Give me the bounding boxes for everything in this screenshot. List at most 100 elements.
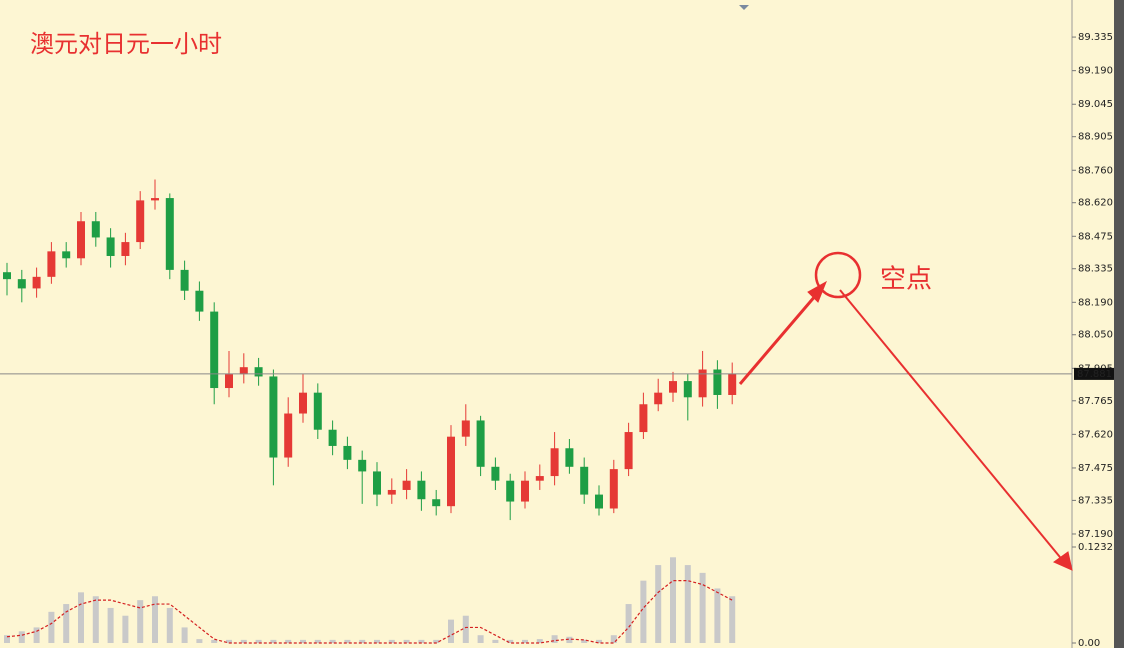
candle-body — [580, 466, 589, 495]
histogram-bar — [18, 631, 25, 643]
y-tick-label: 87.620 — [1078, 429, 1113, 440]
histogram-bar — [729, 596, 736, 643]
price-label: 87.881 — [1077, 369, 1112, 380]
candle-body — [17, 279, 26, 289]
histogram-bar — [581, 639, 588, 643]
histogram-bar — [92, 596, 99, 643]
histogram-bar — [329, 639, 336, 643]
histogram-bar — [211, 639, 218, 643]
candle-body — [106, 237, 115, 256]
candle-body — [683, 381, 692, 398]
candle-body — [328, 429, 337, 446]
y-tick-label: 87.475 — [1078, 463, 1113, 474]
y-tick-label: 88.620 — [1078, 198, 1113, 209]
arrows — [738, 251, 1073, 571]
candle-body — [669, 381, 677, 393]
histogram-bar — [359, 639, 366, 643]
candle-body — [239, 367, 248, 375]
histogram-bar — [655, 565, 662, 643]
circle — [814, 251, 862, 299]
histogram-bar — [152, 596, 158, 643]
histogram-bar — [374, 639, 380, 643]
chart-title: 澳元对日元一小时 — [30, 30, 222, 58]
histogram-bar — [122, 615, 129, 643]
y-tick-label: 88.050 — [1078, 330, 1113, 341]
histogram-bar — [492, 639, 499, 643]
histogram-bar — [536, 639, 543, 643]
annotation: 空点 — [880, 265, 932, 295]
histogram-bar — [403, 639, 410, 643]
histogram-bar — [418, 639, 425, 643]
arrow-down — [839, 289, 1065, 563]
candle-body — [225, 374, 233, 389]
marker — [739, 5, 749, 10]
histogram-bar — [4, 635, 10, 643]
histogram-bar — [181, 627, 188, 643]
candle-body — [91, 221, 100, 238]
candle-body — [595, 494, 603, 509]
candle-body — [195, 290, 204, 312]
candle-body — [62, 251, 71, 259]
candle-body — [609, 469, 618, 509]
y-tick-label: 87.765 — [1078, 396, 1113, 407]
arrow-head — [1052, 551, 1073, 571]
candle-body — [77, 221, 85, 259]
y-tick-label: 88.905 — [1078, 132, 1113, 143]
histogram-bar — [448, 619, 454, 643]
candle-body — [654, 392, 663, 405]
histogram-bar — [166, 607, 173, 643]
y-tick-label: 87.335 — [1078, 495, 1113, 506]
candle-body — [269, 376, 278, 458]
histogram-bar — [255, 639, 262, 643]
y-tick-label: 89.045 — [1078, 99, 1113, 110]
histogram-bar — [714, 588, 721, 643]
candle-body — [639, 404, 648, 433]
candle-body — [402, 480, 411, 490]
histogram-bar — [433, 639, 440, 643]
candle-body — [358, 459, 367, 472]
candle-body — [713, 369, 722, 395]
y-tick-label: 89.335 — [1078, 32, 1113, 43]
candle-body — [461, 420, 470, 437]
y-tick-label: 88.190 — [1078, 297, 1113, 308]
candle-body — [728, 373, 737, 395]
candle-body — [521, 480, 529, 502]
histogram-bar — [240, 639, 247, 643]
histogram-bar — [670, 557, 676, 643]
candle-body — [32, 276, 41, 289]
candle-body — [3, 272, 11, 280]
candle-body — [165, 198, 174, 270]
histogram-bar — [522, 639, 528, 643]
histogram-bar — [48, 611, 55, 643]
histogram-bar — [596, 639, 602, 643]
candle-body — [550, 448, 559, 477]
arrow-head — [807, 280, 827, 303]
candle-body — [313, 392, 322, 430]
histogram-bar — [285, 639, 292, 643]
price-box — [1074, 367, 1114, 380]
histogram-bar — [270, 639, 277, 643]
histogram-bar — [196, 639, 203, 643]
axes: 89.335 89.190 89.045 88.905 88.760 88.620 88.4… — [1072, 32, 1114, 648]
histogram-bar — [551, 635, 558, 643]
histogram-bar — [625, 604, 632, 643]
candle-body — [343, 445, 352, 460]
candle-body — [151, 198, 159, 201]
candle-body — [121, 242, 130, 256]
candle-body — [387, 489, 396, 495]
y-tick-label: 88.760 — [1078, 165, 1113, 176]
histogram-bar — [33, 627, 40, 643]
plot — [0, 179, 1072, 644]
histogram-bar — [344, 639, 351, 643]
candle-body — [624, 432, 633, 470]
candle-body — [447, 436, 455, 507]
histogram-bar — [137, 600, 144, 643]
candle-body — [506, 480, 515, 502]
candle-body — [254, 367, 263, 377]
candle-body — [535, 476, 544, 481]
y-tick-label: 88.475 — [1078, 231, 1113, 242]
candle-body — [698, 369, 707, 398]
histogram-bar — [226, 639, 232, 643]
histogram-bar — [640, 580, 647, 643]
